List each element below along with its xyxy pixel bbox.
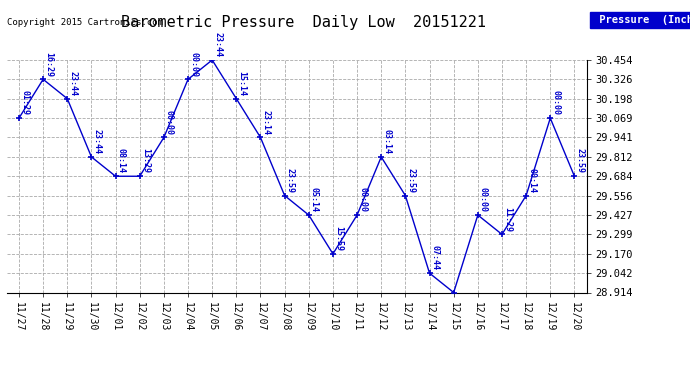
Text: 00:00: 00:00: [189, 51, 198, 76]
Text: 13:29: 13:29: [141, 148, 150, 174]
Text: 00:00: 00:00: [551, 90, 560, 116]
Text: 23:59: 23:59: [286, 168, 295, 193]
Text: 01:29: 01:29: [20, 90, 29, 116]
Text: 00:00: 00:00: [479, 187, 488, 212]
Text: 23:59: 23:59: [406, 168, 415, 193]
Text: 23:44: 23:44: [92, 129, 101, 154]
Text: 23:44: 23:44: [213, 32, 222, 57]
Text: 23:59: 23:59: [575, 148, 584, 174]
Text: Barometric Pressure  Daily Low  20151221: Barometric Pressure Daily Low 20151221: [121, 15, 486, 30]
Text: 08:14: 08:14: [117, 148, 126, 174]
Text: 03:14: 03:14: [382, 129, 391, 154]
Text: 00:00: 00:00: [165, 110, 174, 135]
Text: 05:14: 05:14: [310, 187, 319, 212]
Text: 16:29: 16:29: [44, 51, 53, 76]
Text: 11:29: 11:29: [503, 207, 512, 232]
Text: Copyright 2015 Cartronics.com: Copyright 2015 Cartronics.com: [7, 18, 163, 27]
Text: 15:59: 15:59: [334, 226, 343, 251]
Text: 23:44: 23:44: [68, 71, 77, 96]
Text: 00:14: 00:14: [527, 168, 536, 193]
Text: Pressure  (Inches/Hg): Pressure (Inches/Hg): [593, 15, 690, 25]
Text: 00:00: 00:00: [358, 187, 367, 212]
Text: 15:14: 15:14: [237, 71, 246, 96]
Text: 23:14: 23:14: [262, 110, 270, 135]
Text: 07:44: 07:44: [431, 245, 440, 270]
